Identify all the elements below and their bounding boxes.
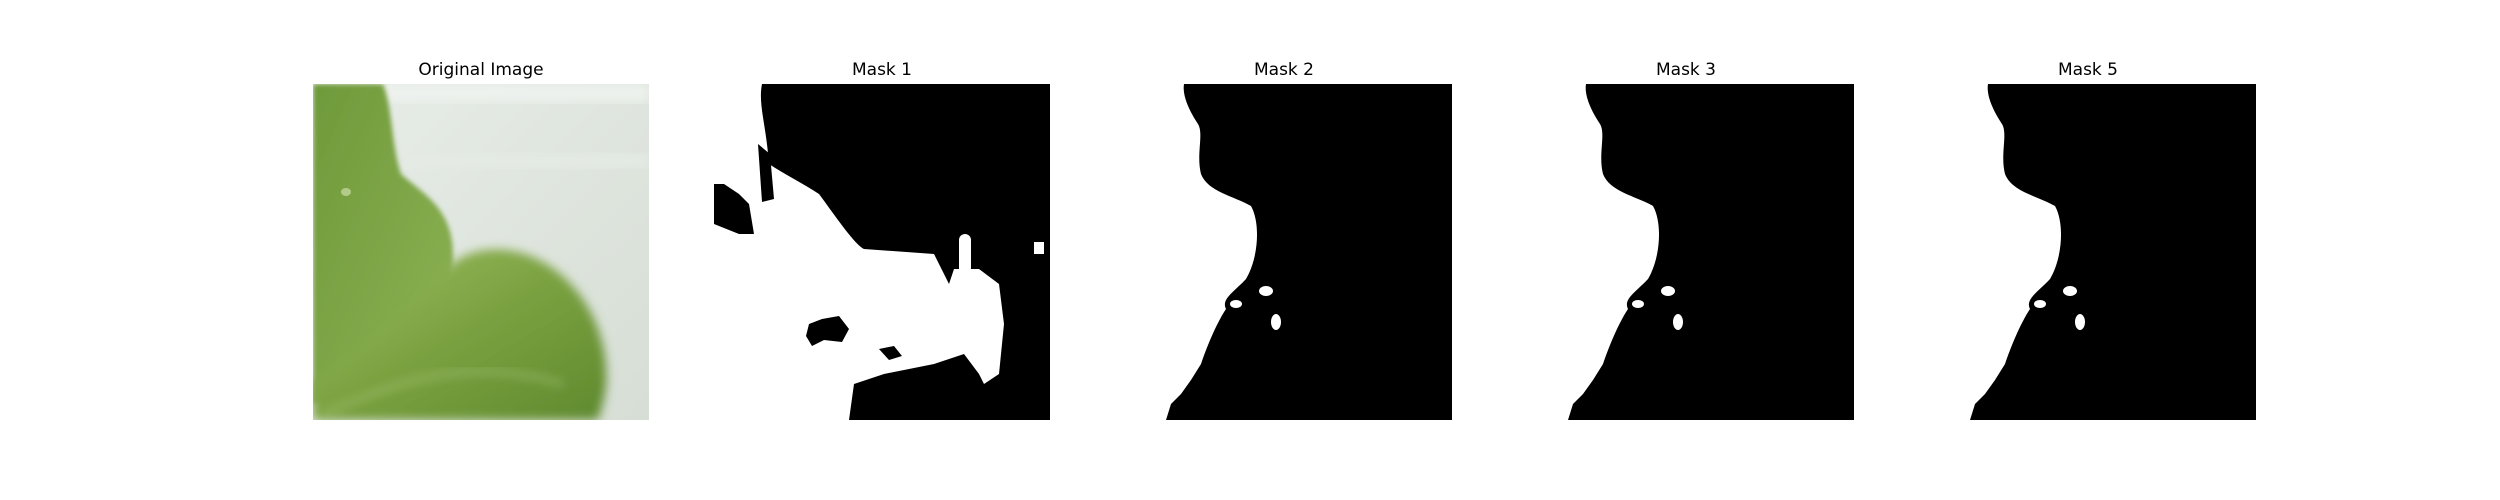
panel-mask-2: Mask 2 [1116,0,1452,500]
panel-original-image: Original Image [313,0,649,500]
mask-speck [1230,300,1242,308]
original-image [313,84,649,420]
mask-foreground [1518,84,1660,420]
mask-1-image [714,84,1050,420]
panel-title: Original Image [418,60,544,80]
mask-hole [879,346,902,360]
mask-speck [1661,286,1675,296]
leaf-vein [321,368,564,417]
panel-mask-1: Mask 1 [714,0,1050,500]
mask-hole [758,144,774,202]
background-stripe [373,84,649,102]
mask-speck [1034,242,1044,254]
panel-mask-5: Mask 5 [1920,0,2256,500]
mask-speck [1259,286,1273,296]
mask-speck [2034,300,2046,308]
mask-foreground [1116,84,1258,420]
mask-speck [1520,384,1528,404]
mask-foreground [714,84,1004,420]
mask-speck [2075,314,2085,330]
mask-speck [959,234,971,274]
leaf-spot [341,188,351,196]
mask-2-image [1116,84,1452,420]
mask-speck [1118,384,1126,404]
mask-speck [1271,314,1281,330]
panel-title: Mask 2 [1253,60,1314,80]
mask-5-image [1920,84,2256,420]
mask-speck [1922,384,1930,404]
mask-speck [1673,314,1683,330]
mask-3-image [1518,84,1854,420]
mask-hole [806,316,849,346]
background-stripe [373,154,649,168]
panel-mask-3: Mask 3 [1518,0,1854,500]
panel-title: Mask 5 [2057,60,2118,80]
mask-speck [2063,286,2077,296]
mask-speck [1632,300,1644,308]
mask-foreground [1920,84,2062,420]
panel-title: Mask 3 [1655,60,1716,80]
panel-title: Mask 1 [851,60,912,80]
